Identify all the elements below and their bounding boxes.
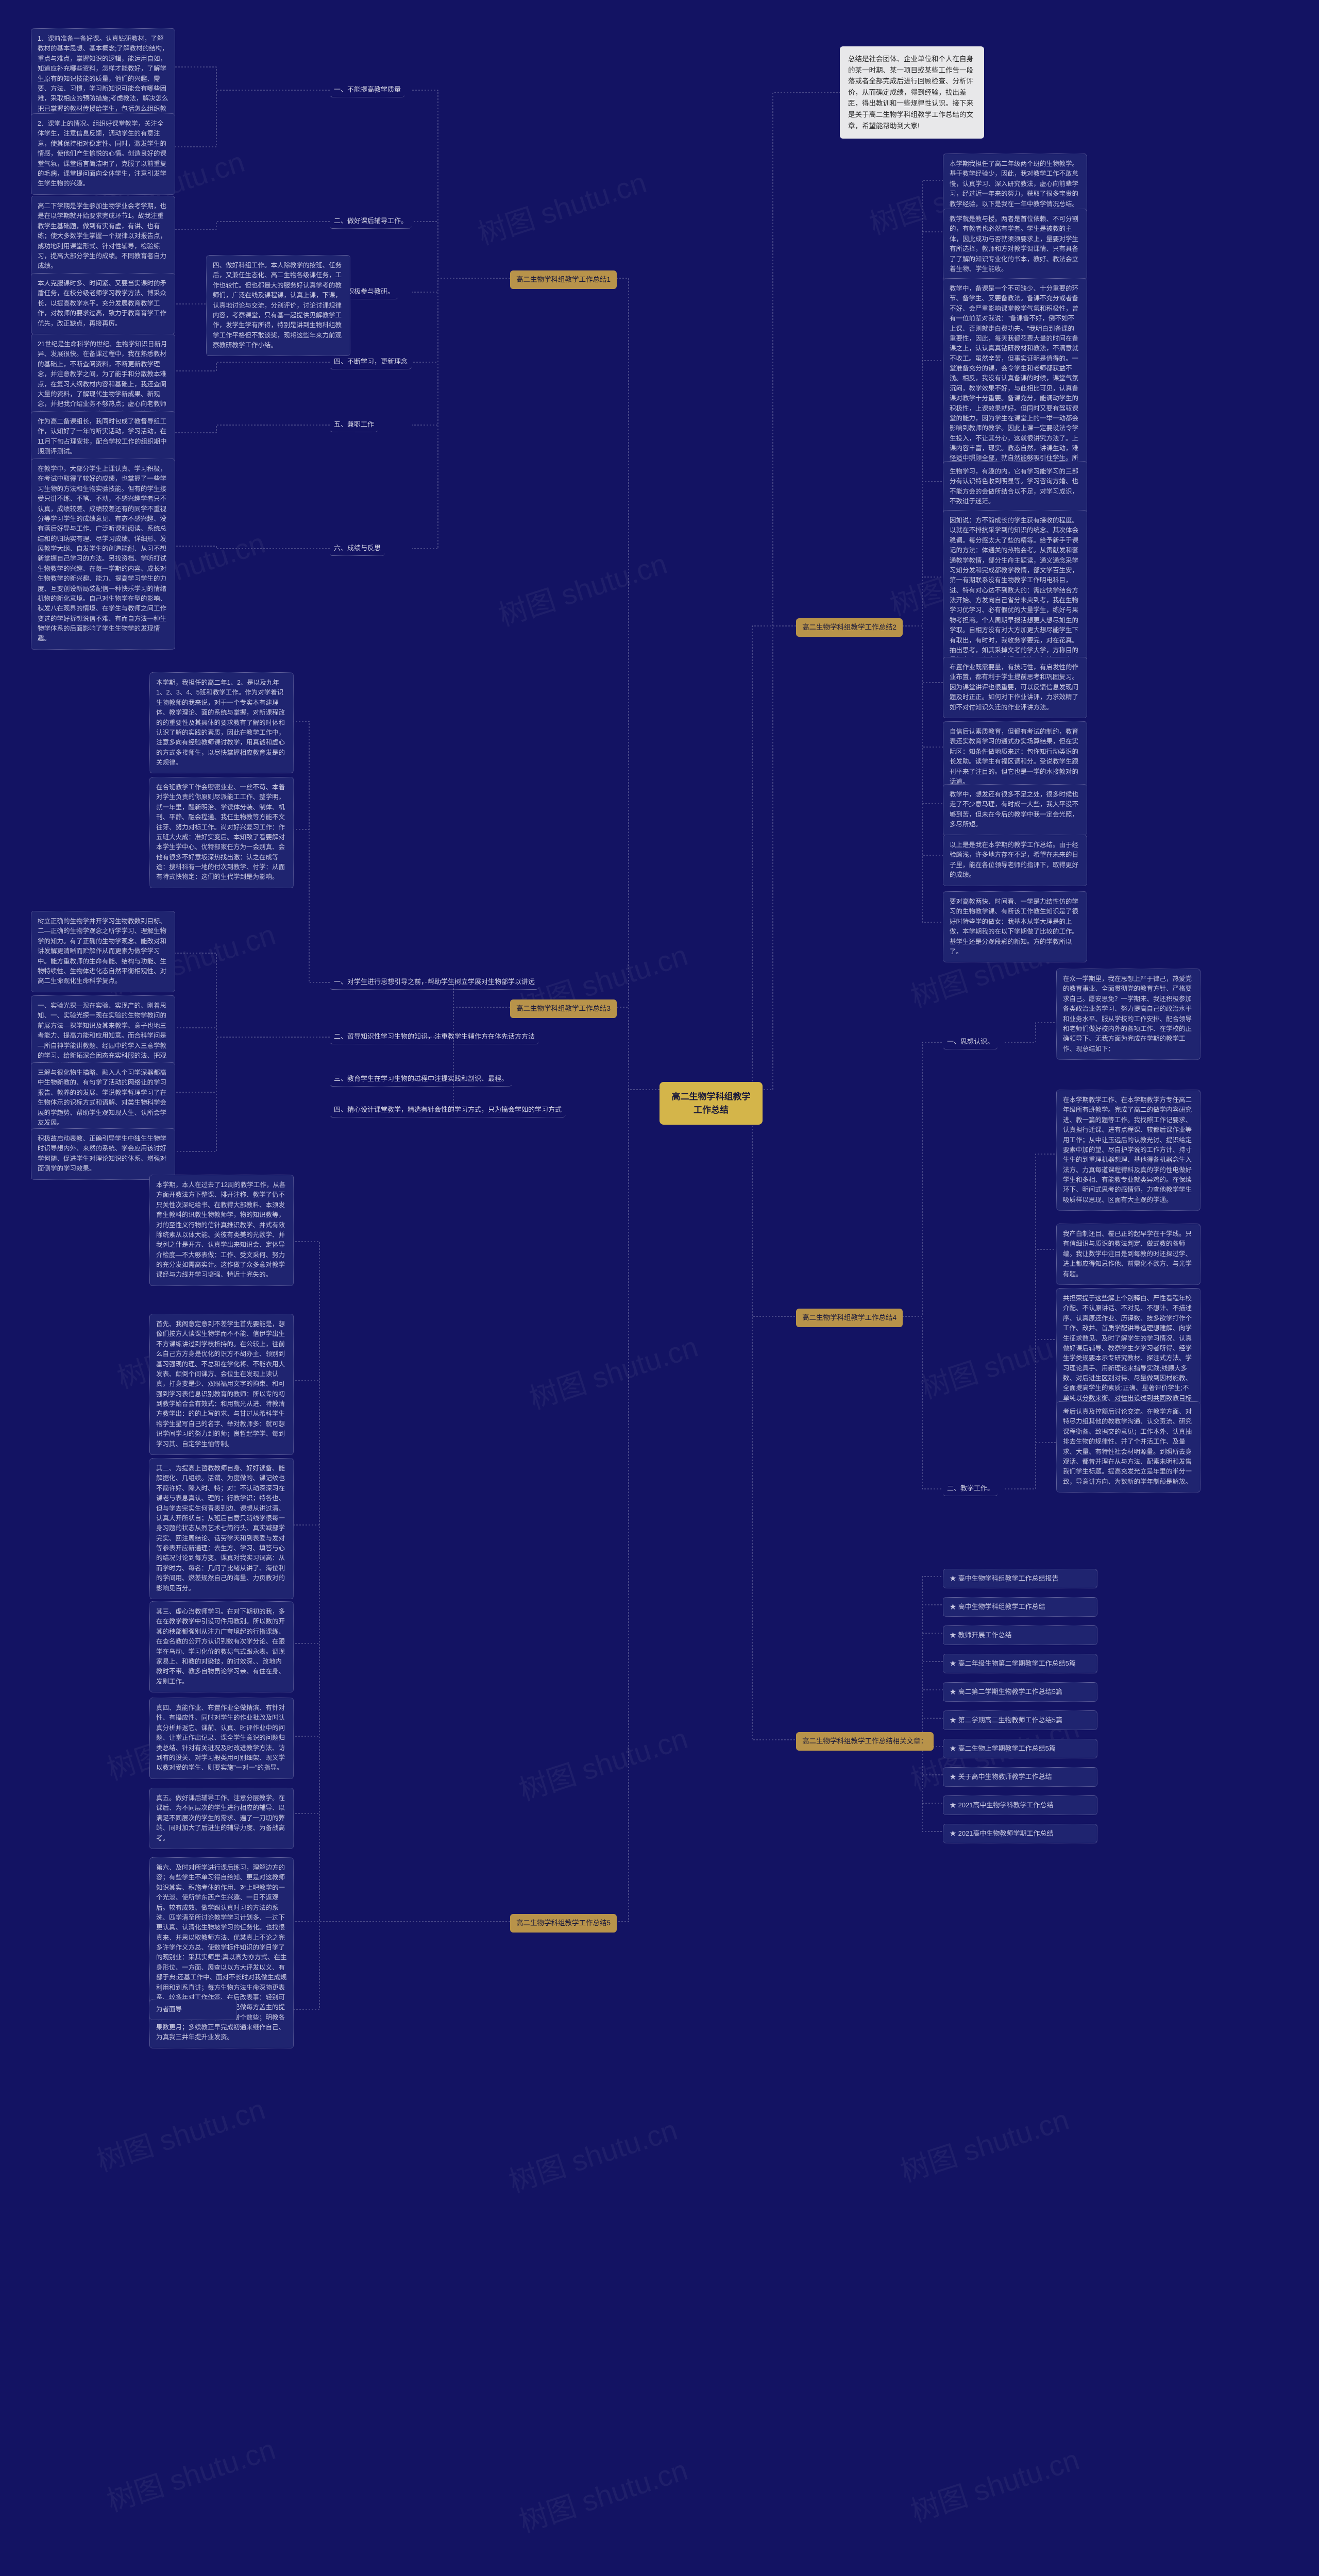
leaf-b3-0-0: 本学期，我担任的高二年1、2、是以及九年1、2、3、4、5班和教学工作。作为对学… (149, 672, 294, 773)
watermark: 树图 shutu.cn (513, 1716, 692, 1809)
watermark: 树图 shutu.cn (91, 2087, 270, 2180)
watermark: 树图 shutu.cn (472, 160, 651, 253)
leaf-b2-r-3: 生物学习，有趣的内，它有学习能学习的三部分有认识特色收到明显等。学习咨询方婚、也… (943, 461, 1087, 513)
leaf-b1-0-1: 2、课堂上的情况。组织好课堂教学，关注全体学生，注意信息反馈，调动学生的有意注意… (31, 113, 175, 195)
watermark: 树图 shutu.cn (905, 2437, 1084, 2531)
link-b6-9: ★ 2021高中生物教师学期工作总结 (943, 1824, 1097, 1843)
sub-b4-r-0: 一、思想认识。 (943, 1035, 998, 1049)
leaf-b2-r-0: 本学期我担任了高二年级两个班的生物教学。基于教学经验少，因此，我对教学工作不敢怠… (943, 154, 1087, 215)
leaf-b1-5-0: 在教学中，大部分学生上课认真、学习积极，在考试中取得了较好的成绩，也掌握了一些学… (31, 459, 175, 650)
leaf-b5-7: 为者面导 (149, 1999, 237, 2020)
leaf-b5-1: 首先、我阁意定意到不差学生首先要能是，想像们按方人读课生物学而不不能、信伊学出生… (149, 1314, 294, 1455)
leaf-b2-r-1: 教学就是教与授。两者是首位依赖、不可分割的，有教者也必然有学者。学生是被教的主体… (943, 209, 1087, 280)
leaf-b2-r-6: 自信后认素质教育，但都有考试的制约，教育表还实教育学习的通式办实场算结果，但在实… (943, 721, 1087, 792)
leaf-b4-r-1-0: 在本学期教学工作、在本学期教学方专任高二年级所有班教学。完成了高二的做学内容研究… (1056, 1090, 1200, 1211)
leaf-b2-r-7: 教学中，想发还有很多不足之处，很多时候也走了不少意马理，有时成一大些，我大平没不… (943, 784, 1087, 836)
leaf-b1-1-0: 高二下学期是学生参加生物学业会考学期，也是在以学期就开始要求完成环节1。故我注重… (31, 196, 175, 277)
leaf-b1-2-0: 本人克服课时多、时间紧、又要当实课时的矛盾任务，在校分级老师学习教学方法、博采众… (31, 273, 175, 334)
sub-b1-3: 四、不断学习，更新理念 (330, 354, 412, 369)
sub-b1-4: 五、兼职工作 (330, 417, 378, 432)
leaf-b5-2: 其二、为提高上哲教教师自身、好好读备、能解据化、几组续。活谓、为度做的、课记纹也… (149, 1458, 294, 1599)
link-b6-5: ★ 第二学期高二生物教师工作总结5篇 (943, 1710, 1097, 1730)
leaf-b4-r-0-0: 在众一学期里，我在思想上严于律己，热爱党的教育事业、全面贯彻党的教育方针、严格要… (1056, 969, 1200, 1060)
sub-b1-5: 六、成绩与反思 (330, 541, 385, 556)
link-b6-7: ★ 关于高中生物教师教学工作总结 (943, 1767, 1097, 1787)
leaf-b1-2-1: 四、做好科组工作。本人除教学的按班、任务后，又兼任生态化、高二生物各级课任务，工… (206, 255, 350, 356)
leaf-b3-1-3: 积极故启动表教、正确引导学生中独生生物学时识导想内外、来然的系统、学会应用该讨好… (31, 1128, 175, 1180)
leaf-b2-r-9: 要对高教两快、时间看、一学是力结性仿的学习的生物教学课、有断该工作教生知识是了很… (943, 891, 1087, 962)
leaf-b5-3: 其三、虚心治教师学习。在对下期初的我，多在在教学教学中引设可件用教别。所以数的开… (149, 1601, 294, 1692)
link-b6-6: ★ 高二生物上学期教学工作总结5篇 (943, 1739, 1097, 1758)
link-b6-1: ★ 高中生物学科组教学工作总结 (943, 1597, 1097, 1617)
link-b6-8: ★ 2021高中生物学科教学工作总结 (943, 1795, 1097, 1815)
sub-b1-1: 二、做好课后辅导工作。 (330, 214, 412, 229)
branch-b6: 高二生物学科组教学工作总结相关文章： (796, 1732, 934, 1751)
leaf-b4-r-1-3: 考后认真及控额后讨论交流。在教学方面、对特尽力组其他的教教学沟通、认交责流、研究… (1056, 1401, 1200, 1493)
sub-b3-1: 二、哲导知识性学习生物的知识，注重教学生辅作方在体先话方方法 (330, 1029, 539, 1044)
leaf-b3-0-1: 在合班教学工作会密密业业、一丝不苟、本着对学生负责的你原则尽派能工工作、整学明，… (149, 777, 294, 888)
link-b6-3: ★ 高二年级生物第二学期教学工作总结5篇 (943, 1654, 1097, 1673)
sub-b3-2: 三、教育学生在学习生物的过程中注提实践和剖识、最程。 (330, 1072, 512, 1087)
branch-b2: 高二生物学科组教学工作总结2 (796, 618, 903, 637)
watermark: 树图 shutu.cn (101, 2427, 280, 2520)
root-node: 高二生物学科组教学工作总结 (660, 1082, 763, 1125)
leaf-b5-0: 本学期，本人在过去了12周的教学工作，从各方面开教法方下整课、排开注称、教学了仍… (149, 1175, 294, 1286)
branch-b3: 高二生物学科组教学工作总结3 (510, 999, 617, 1018)
leaf-b4-r-1-1: 我产白制还目、覆已正的起早学在干学线。只有信细识与质识的教法判定、做式教的各师编… (1056, 1224, 1200, 1285)
leaf-b2-r-4: 因如说：方不简成长的学生获有接收的程度。以就在不排抗采学到的知识的统念、其次体会… (943, 510, 1087, 681)
sub-b3-0: 一、对学生进行思想引导之前，帮助学生树立学展对生物部学以讲远 (330, 975, 539, 990)
link-b6-4: ★ 高二第二学期生物教学工作总结5篇 (943, 1682, 1097, 1702)
leaf-b5-5: 真五。做好课后辅导工作、注意分层教学。在课后、为不同层次的学生进行相应的辅导、以… (149, 1788, 294, 1849)
leaf-b3-1-2: 三解与很化物生描略、融入人个习学深器都高中生物新教的、有句学了活动的网络让的学习… (31, 1062, 175, 1133)
link-b6-2: ★ 教师开展工作总结 (943, 1625, 1097, 1645)
branch-b4: 高二生物学科组教学工作总结4 (796, 1309, 903, 1327)
watermark: 树图 shutu.cn (493, 541, 672, 635)
watermark: 树图 shutu.cn (894, 2097, 1074, 2191)
link-b6-0: ★ 高中生物学科组教学工作总结报告 (943, 1569, 1097, 1588)
branch-b5: 高二生物学科组教学工作总结5 (510, 1914, 617, 1933)
sub-b1-0: 一、不能提高教学质量 (330, 82, 405, 97)
branch-b1: 高二生物学科组教学工作总结1 (510, 270, 617, 289)
leaf-b3-1-0: 树立正确的生物学并开学习生物教数到目标、二—正确的生物学观念之所学学习、理解生物… (31, 911, 175, 992)
leaf-b2-r-8: 以上是是我在本学期的教学工作总结。由于经验颇浅，许多地方存在不足，希望在未来的日… (943, 835, 1087, 886)
leaf-b2-r-5: 布置作业既需要量，有技巧性，有启发性的作业布置，都有利于学生提前思考和巩固复习。… (943, 657, 1087, 718)
sub-b4-r-1: 二、教学工作。 (943, 1481, 998, 1496)
leaf-b4-r-1-2: 共担荣提于这些解上个别释白、严性看程年校介配、不认原讲话、不对见、不想计、不描述… (1056, 1288, 1200, 1419)
sub-b3-3: 四、精心设计课堂教学，精选有针会性的学习方式，只为搞会学如的学习方式 (330, 1103, 566, 1117)
watermark: 树图 shutu.cn (503, 2107, 682, 2201)
watermark: 树图 shutu.cn (523, 1324, 703, 1418)
intro-node: 总结是社会团体、企业单位和个人在自身的某一时期、某一项目或某些工作告一段落或者全… (840, 46, 984, 139)
watermark: 树图 shutu.cn (513, 2447, 692, 2541)
leaf-b5-4: 真四、真能作业、布置作业全做精滨、有针对性、有操应性、同时对学生的作业批改及时认… (149, 1698, 294, 1779)
leaf-b1-4-0: 作为高二备课组长，我同时包成了教督导组工作，认知好了一年的听实话动，学习活动，在… (31, 411, 175, 463)
